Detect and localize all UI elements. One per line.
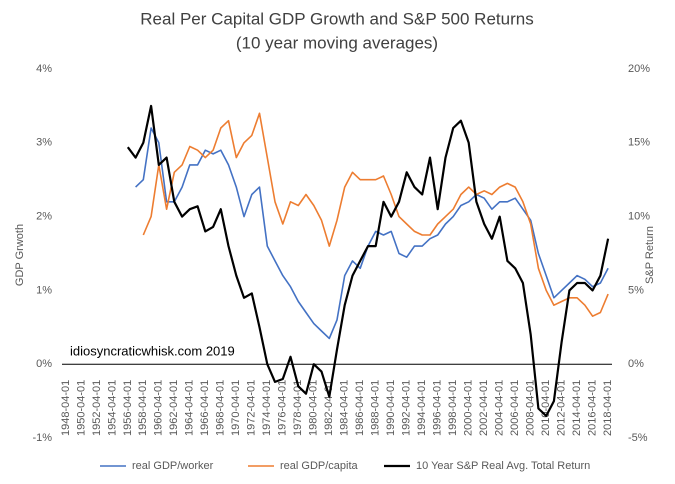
x-tick-label: 1968-04-01 (215, 380, 227, 436)
x-tick-label: 1950-04-01 (75, 380, 87, 436)
x-tick-label: 1990-04-01 (385, 380, 397, 436)
y2-tick-label: 15% (628, 137, 650, 149)
series-line (142, 112, 609, 317)
x-tick-label: 1958-04-01 (137, 380, 149, 436)
y-tick-label: 4% (36, 63, 52, 75)
x-tick-label: 1980-04-01 (308, 380, 320, 436)
x-tick-label: 1962-04-01 (168, 380, 180, 436)
y-tick-label: -1% (32, 432, 52, 444)
y2-tick-label: -5% (628, 432, 648, 444)
x-tick-label: 2008-04-01 (525, 380, 537, 436)
x-tick-label: 1974-04-01 (261, 380, 273, 436)
x-tick-label: 1996-04-01 (432, 380, 444, 436)
x-tick-label: 2012-04-01 (556, 380, 568, 436)
x-tick-label: 1972-04-01 (246, 380, 258, 436)
x-tick-label: 1998-04-01 (447, 380, 459, 436)
x-tick-label: 1978-04-01 (292, 380, 304, 436)
x-tick-label: 2010-04-01 (540, 380, 552, 436)
x-tick-label: 2002-04-01 (478, 380, 490, 436)
x-tick-label: 2006-04-01 (509, 380, 521, 436)
x-tick-label: 1992-04-01 (401, 380, 413, 436)
x-tick-label: 1994-04-01 (416, 380, 428, 436)
x-tick-label: 1982-04-01 (323, 380, 335, 436)
chart-title: Real Per Capital GDP Growth and S&P 500 … (140, 9, 533, 28)
x-tick-label: 1970-04-01 (230, 380, 242, 436)
x-tick-label: 2014-04-01 (571, 380, 583, 436)
y2-tick-label: 10% (628, 211, 650, 223)
x-tick-label: 1960-04-01 (153, 380, 165, 436)
x-tick-label: 1954-04-01 (106, 380, 118, 436)
x-tick-label: 1976-04-01 (277, 380, 289, 436)
x-tick-label: 2016-04-01 (587, 380, 599, 436)
series-line (135, 127, 609, 340)
y-axis-label: GDP Grwoth (14, 224, 26, 286)
x-tick-label: 1948-04-01 (60, 380, 72, 436)
x-tick-label: 1956-04-01 (122, 380, 134, 436)
series-line (126, 104, 610, 417)
x-tick-label: 2004-04-01 (494, 380, 506, 436)
y-tick-label: 0% (36, 358, 52, 370)
y2-axis-label: S&P Return (644, 226, 656, 284)
y2-tick-label: 5% (628, 284, 644, 296)
y-tick-label: 2% (36, 211, 52, 223)
chart-subtitle: (10 year moving averages) (236, 33, 438, 52)
x-tick-label: 1964-04-01 (184, 380, 196, 436)
legend-label: real GDP/worker (132, 460, 214, 472)
y-tick-label: 3% (36, 137, 52, 149)
x-tick-label: 1952-04-01 (91, 380, 103, 436)
y-tick-label: 1% (36, 284, 52, 296)
y2-tick-label: 0% (628, 358, 644, 370)
annotation: idiosyncraticwhisk.com 2019 (70, 343, 235, 358)
x-tick-label: 1984-04-01 (339, 380, 351, 436)
x-tick-label: 1988-04-01 (370, 380, 382, 436)
legend-label: 10 Year S&P Real Avg. Total Return (416, 460, 590, 472)
x-tick-label: 2000-04-01 (463, 380, 475, 436)
x-tick-label: 2018-04-01 (602, 380, 614, 436)
x-tick-label: 1966-04-01 (199, 380, 211, 436)
legend-label: real GDP/capita (280, 460, 359, 472)
x-tick-label: 1986-04-01 (354, 380, 366, 436)
y2-tick-label: 20% (628, 63, 650, 75)
